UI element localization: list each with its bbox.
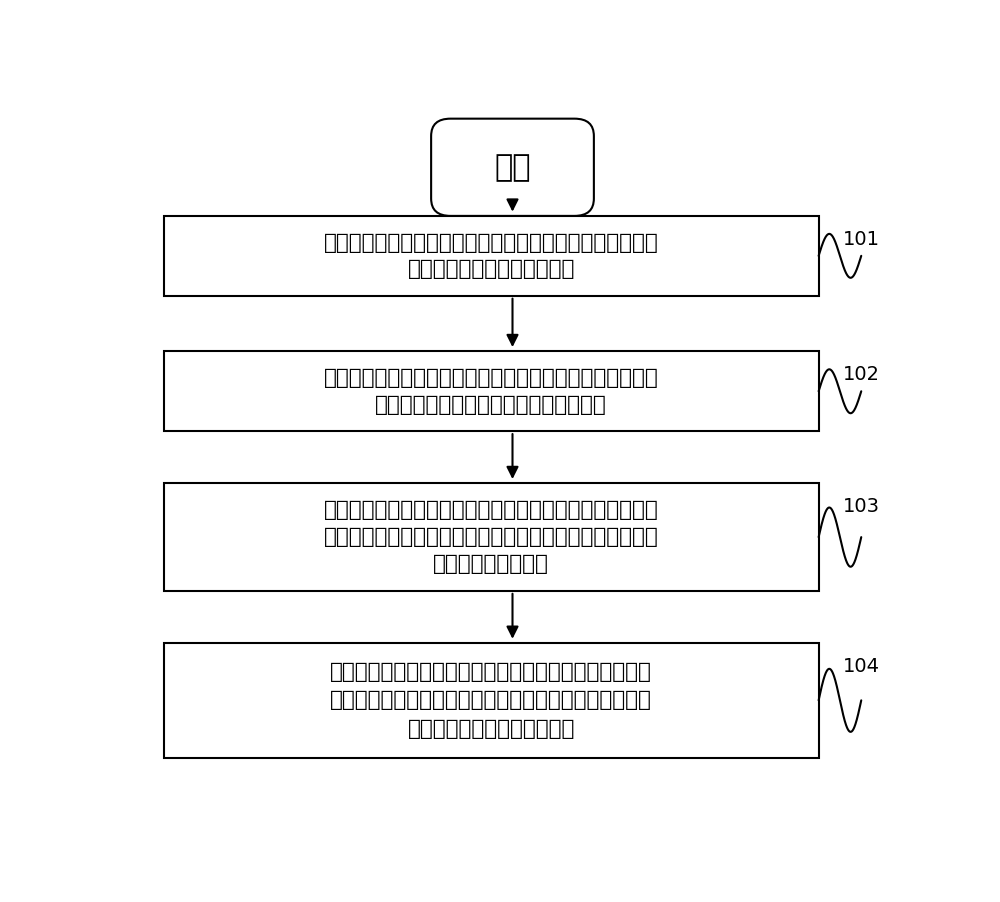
Text: 获得采购源数据信息，利于采购预测模型并基于所述采购源: 获得采购源数据信息，利于采购预测模型并基于所述采购源	[324, 501, 659, 520]
Text: 得成品和原材料库存预测结果: 得成品和原材料库存预测结果	[408, 719, 575, 739]
Text: 104: 104	[843, 657, 880, 676]
Text: 101: 101	[843, 230, 880, 249]
FancyBboxPatch shape	[164, 352, 819, 431]
FancyBboxPatch shape	[164, 216, 819, 296]
Text: 数据信息获得销售额预测数据: 数据信息获得销售额预测数据	[408, 259, 575, 279]
Text: 应商源数据信息获得供应商综合评分信息: 应商源数据信息获得供应商综合评分信息	[375, 394, 607, 415]
Text: 获得库存源数据信息，利用库存管理模型并基于所述库存: 获得库存源数据信息，利用库存管理模型并基于所述库存	[330, 662, 652, 682]
Text: 源数据信息、所述采购预测结果、所述销售源数据信息获: 源数据信息、所述采购预测结果、所述销售源数据信息获	[330, 690, 652, 711]
Text: 开始: 开始	[494, 152, 531, 182]
Text: 103: 103	[843, 497, 880, 516]
Text: 获得供应商源数据信息，利用供应商评估模型并基于所述供: 获得供应商源数据信息，利用供应商评估模型并基于所述供	[324, 368, 659, 388]
Text: 息获得采购预测结果: 息获得采购预测结果	[433, 554, 549, 574]
Text: 数据信息、所述销售额预测数据以及所述供应商综合评分信: 数据信息、所述销售额预测数据以及所述供应商综合评分信	[324, 527, 659, 548]
FancyBboxPatch shape	[164, 483, 819, 591]
Text: 102: 102	[843, 365, 880, 384]
FancyBboxPatch shape	[164, 643, 819, 758]
Text: 获得销售源数据信息，利用销售预测模型并基于所述销售源: 获得销售源数据信息，利用销售预测模型并基于所述销售源	[324, 233, 659, 253]
FancyBboxPatch shape	[431, 119, 594, 216]
